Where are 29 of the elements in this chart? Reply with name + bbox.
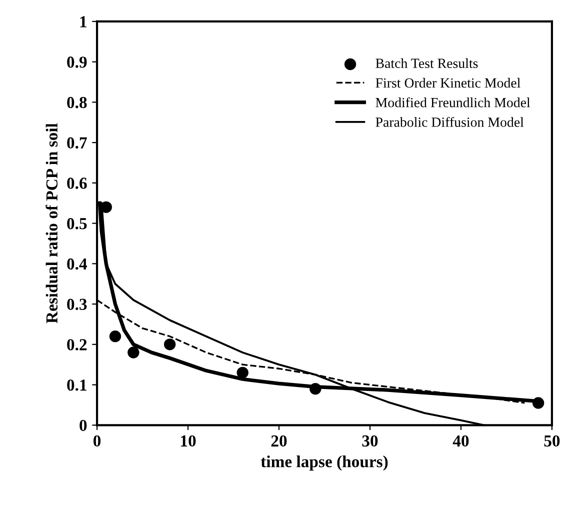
y-axis-title: Residual ratio of PCP in soil <box>46 123 58 324</box>
x-tick-label: 30 <box>362 435 378 447</box>
point <box>109 330 122 342</box>
x-tick-label: 10 <box>181 435 196 447</box>
y-tick-label: 0.7 <box>67 137 87 149</box>
y-tick-label: 0.9 <box>67 56 87 68</box>
x-tick-label: 40 <box>452 435 469 447</box>
point <box>128 346 140 358</box>
y-tick-label: 0.5 <box>67 218 87 230</box>
y-tick-label: 0.4 <box>67 258 87 270</box>
x-axis-title: time lapse (hours) <box>260 456 388 471</box>
y-tick-label: 0.2 <box>67 339 87 350</box>
x-tick-label: 0 <box>93 435 101 447</box>
legend-label: Parabolic Diffusion Model <box>376 117 524 127</box>
x-tick-label: 20 <box>271 435 287 447</box>
point <box>310 382 322 395</box>
y-tick-label: 0.3 <box>67 298 87 310</box>
y-tick-label: 0.1 <box>67 379 86 391</box>
x-tick-label: 50 <box>544 435 560 447</box>
y-tick-label: 0.6 <box>67 178 87 189</box>
legend-label: Modified Freundlich Model <box>376 97 530 108</box>
point <box>164 338 176 350</box>
y-tick-label: 0 <box>80 420 87 432</box>
point <box>236 366 248 379</box>
legend-label: Batch Test Results <box>376 58 478 68</box>
y-tick-label: 0.8 <box>67 96 87 108</box>
point <box>532 397 544 409</box>
legend-label: First Order Kinetic Model <box>376 78 520 88</box>
y-tick-label: 1 <box>80 16 86 28</box>
